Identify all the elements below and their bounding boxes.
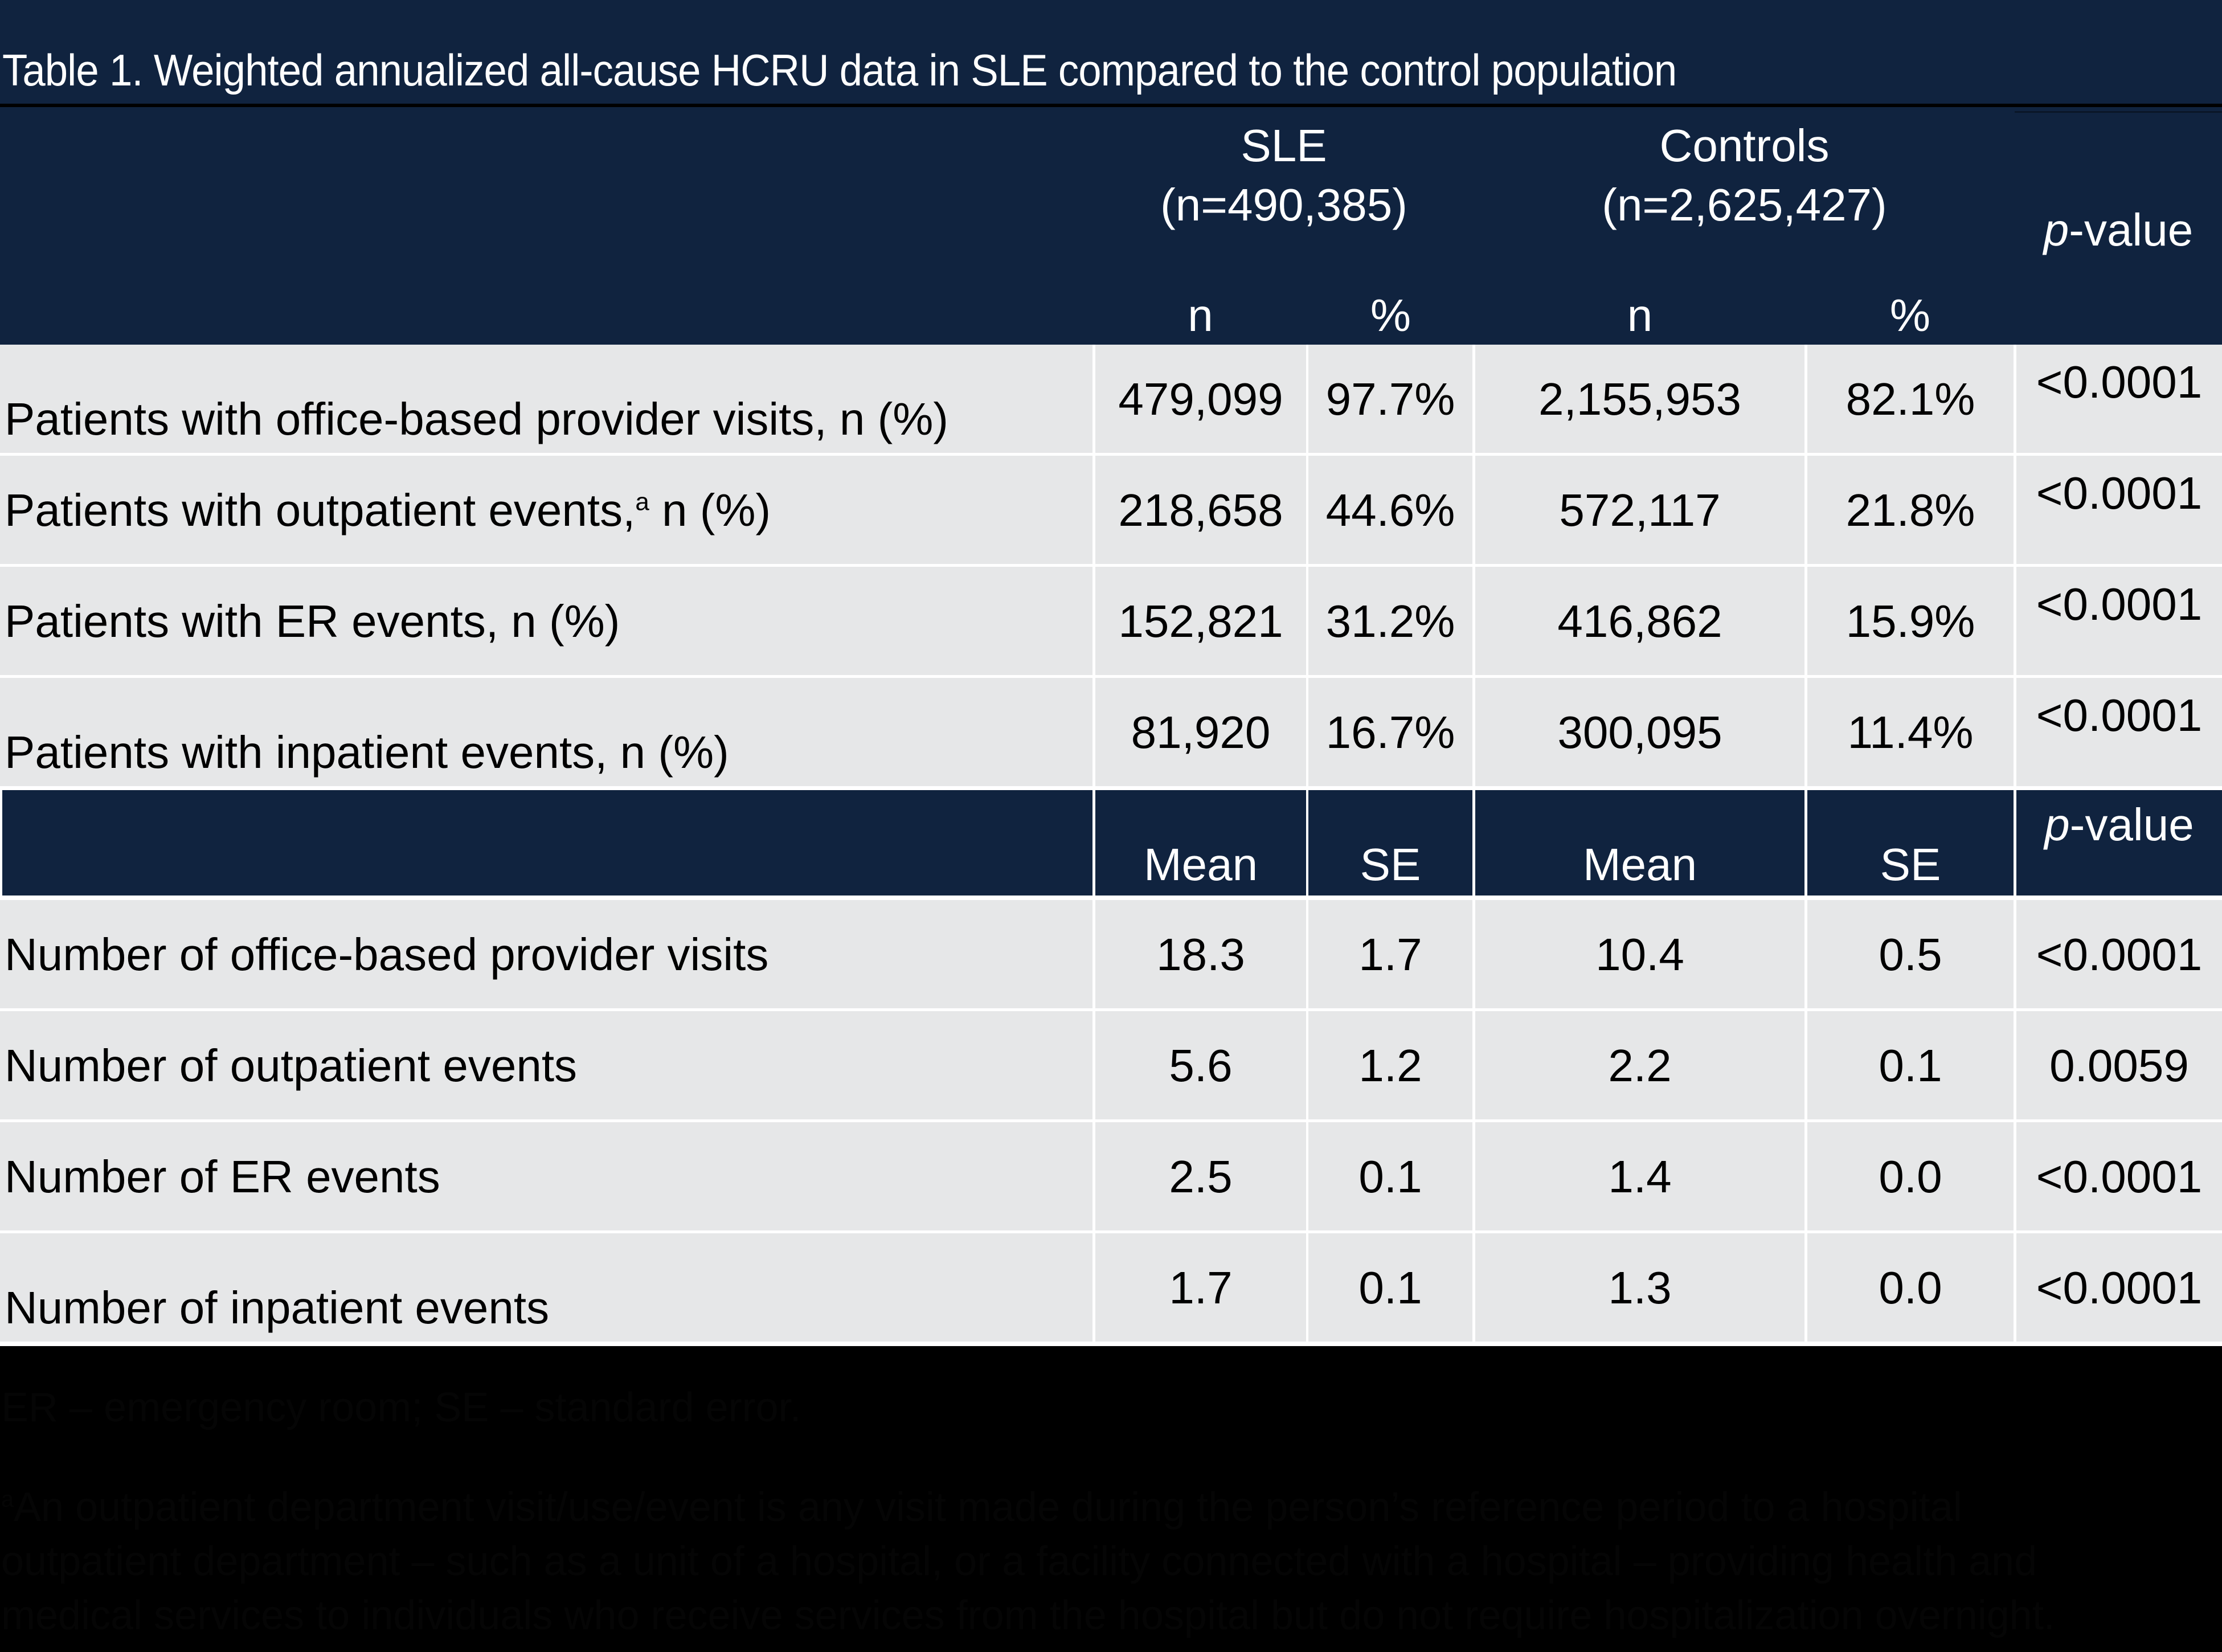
sle-pct-value: 44.6%: [1325, 485, 1455, 535]
sle-group-n: (n=490,385): [1160, 179, 1407, 230]
controls-group-n: (n=2,625,427): [1602, 179, 1887, 230]
subheader-sle-mean: Mean: [1143, 839, 1258, 890]
sle-se-value: 1.2: [1358, 1040, 1422, 1091]
pvalue-header-rest: -value: [2069, 205, 2194, 255]
subheader-ctrl-se: SE: [1880, 839, 1941, 890]
table-row: Number of ER events 2.5 0.1 1.4 0.0 <0.0…: [0, 1122, 2222, 1230]
row-label: Patients with ER events, n (%): [5, 596, 620, 647]
sle-n-value: 218,658: [1118, 485, 1283, 535]
p-value: <0.0001: [2036, 929, 2203, 980]
table-row: Number of office-based provider visits 1…: [0, 900, 2222, 1008]
subheader-sle-pct: %: [1370, 290, 1411, 341]
sle-mean-value: 5.6: [1169, 1040, 1233, 1091]
row-label-main: Patients with outpatient events,: [5, 485, 636, 535]
sle-mean-value: 18.3: [1156, 929, 1245, 980]
ctrl-se-value: 0.5: [1879, 929, 1942, 980]
p-value: <0.0001: [2036, 690, 2203, 741]
row-label: Number of office-based provider visits: [5, 929, 769, 980]
subheader-ctrl-mean: Mean: [1582, 839, 1697, 890]
ctrl-se-value: 0.0: [1879, 1151, 1942, 1202]
ctrl-n-value: 572,117: [1559, 485, 1721, 535]
controls-group-label: Controls: [1659, 120, 1830, 171]
subheader-sle-se: SE: [1360, 839, 1421, 890]
ctrl-pct-value: 21.8%: [1845, 485, 1975, 535]
ctrl-n-value: 300,095: [1557, 707, 1722, 758]
ctrl-mean-value: 1.4: [1608, 1151, 1672, 1202]
subheader-pvalue-rest: -value: [2069, 799, 2194, 850]
sle-pct-value: 16.7%: [1325, 707, 1455, 758]
table-row: Patients with ER events, n (%) 152,821 3…: [0, 567, 2222, 675]
sle-mean-value: 1.7: [1169, 1262, 1233, 1313]
row-label: Patients with outpatient events,a n (%): [5, 484, 1092, 537]
row-label: Patients with office-based provider visi…: [5, 394, 948, 444]
p-value: <0.0001: [2036, 1262, 2203, 1313]
table-bottom-border: [0, 1342, 2222, 1346]
sle-pct-value: 31.2%: [1325, 596, 1455, 647]
pvalue-header-rule: [2015, 111, 2222, 113]
table-header-band: [0, 0, 2222, 345]
sle-n-value: 152,821: [1118, 596, 1283, 647]
subheader-ctrl-n: n: [1627, 290, 1653, 341]
p-value: <0.0001: [2036, 579, 2203, 629]
p-value: <0.0001: [2036, 468, 2203, 518]
table-row: Number of outpatient events 5.6 1.2 2.2 …: [0, 1011, 2222, 1119]
row-label: Patients with inpatient events, n (%): [5, 727, 729, 778]
pvalue-header-p: p: [2043, 205, 2069, 255]
outpatient-footnote: aAn outpatient department visit/use/even…: [1, 1473, 2109, 1643]
ctrl-se-value: 0.0: [1879, 1262, 1942, 1313]
table-row: Patients with office-based provider visi…: [0, 345, 2222, 453]
data-table: Patients with office-based provider visi…: [0, 345, 2222, 1344]
ctrl-mean-value: 2.2: [1608, 1040, 1672, 1091]
subheader-pvalue-p: p: [2044, 799, 2070, 850]
ctrl-mean-value: 1.3: [1608, 1262, 1672, 1313]
table-row: Number of inpatient events 1.7 0.1 1.3 0…: [0, 1233, 2222, 1342]
subheader-ctrl-pct: %: [1889, 290, 1931, 341]
p-value: <0.0001: [2036, 357, 2203, 407]
table-title: Table 1. Weighted annualized all-cause H…: [2, 45, 1677, 95]
outpatient-footnote-text: An outpatient department visit/use/event…: [1, 1485, 2055, 1638]
sle-se-value: 0.1: [1358, 1151, 1422, 1202]
footnote-marker-a: a: [635, 488, 649, 516]
sle-group-label: SLE: [1241, 120, 1327, 171]
ctrl-n-value: 2,155,953: [1538, 374, 1741, 424]
ctrl-se-value: 0.1: [1879, 1040, 1942, 1091]
sle-n-value: 81,920: [1131, 707, 1271, 758]
ctrl-pct-value: 11.4%: [1847, 707, 1974, 758]
sle-group-header: SLE (n=490,385): [1094, 120, 1474, 231]
subheader-pvalue: p-value: [2016, 799, 2222, 851]
row-label: Number of outpatient events: [5, 1040, 578, 1091]
p-value: 0.0059: [2049, 1040, 2189, 1091]
subheader-sle-n: n: [1188, 290, 1213, 341]
sle-n-value: 479,099: [1118, 374, 1283, 424]
ctrl-pct-value: 15.9%: [1845, 596, 1975, 647]
ctrl-mean-value: 10.4: [1595, 929, 1684, 980]
sle-mean-value: 2.5: [1169, 1151, 1233, 1202]
row-label: Number of inpatient events: [5, 1282, 550, 1333]
title-divider: [0, 104, 2222, 107]
controls-group-header: Controls (n=2,625,427): [1474, 120, 2015, 231]
p-value: <0.0001: [2036, 1151, 2203, 1202]
ctrl-n-value: 416,862: [1557, 596, 1722, 647]
ctrl-pct-value: 82.1%: [1845, 374, 1975, 424]
table-row: Patients with inpatient events, n (%) 81…: [0, 678, 2222, 786]
row-label-suffix: n (%): [649, 485, 771, 535]
pvalue-header: p-value: [2015, 204, 2222, 256]
table-row: Patients with outpatient events,a n (%) …: [0, 456, 2222, 564]
footnote-marker-a: a: [1, 1487, 14, 1512]
row-label: Number of ER events: [5, 1151, 440, 1202]
subheader-row: Mean SE Mean SE p-value: [0, 790, 2222, 895]
sle-pct-value: 97.7%: [1325, 374, 1455, 424]
abbreviations-footnote: ER – emergency room; SE – standard error…: [1, 1385, 801, 1430]
sle-se-value: 1.7: [1358, 929, 1422, 980]
sle-se-value: 0.1: [1358, 1262, 1422, 1313]
